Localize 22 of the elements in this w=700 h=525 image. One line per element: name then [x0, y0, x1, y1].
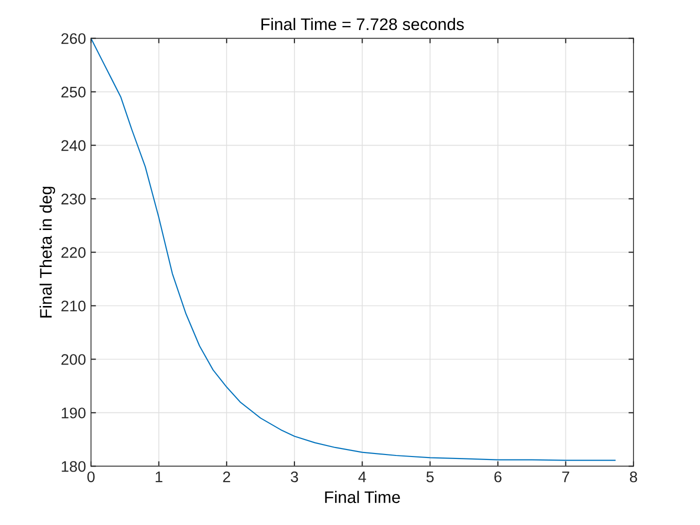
x-tick-label: 6: [494, 471, 502, 482]
y-tick-label: 230: [61, 194, 86, 204]
y-tick-label: 200: [61, 354, 86, 365]
y-tick-label: 260: [61, 33, 86, 44]
y-tick-label: 180: [62, 461, 86, 472]
chart-title: Final Time = 7.728 seconds: [261, 18, 464, 30]
x-tick-label: 3: [290, 471, 298, 482]
x-tick-label: 0: [87, 471, 95, 482]
x-tick-label: 2: [223, 471, 230, 482]
x-tick-label: 8: [630, 471, 638, 482]
x-tick-label: 5: [426, 472, 434, 482]
y-tick-label: 240: [61, 140, 86, 151]
x-tick-label: 1: [156, 472, 162, 482]
x-axis-title: Final Time: [325, 490, 400, 504]
y-tick-label: 190: [62, 408, 86, 418]
line-series: [91, 38, 616, 461]
y-tick-label: 210: [61, 300, 86, 312]
x-tick-label: 4: [358, 472, 366, 482]
y-tick-label: 220: [61, 247, 86, 258]
y-tick-label: 250: [61, 86, 86, 98]
y-axis-title: Final Theta in deg: [40, 186, 56, 318]
x-tick-label: 7: [562, 472, 570, 482]
